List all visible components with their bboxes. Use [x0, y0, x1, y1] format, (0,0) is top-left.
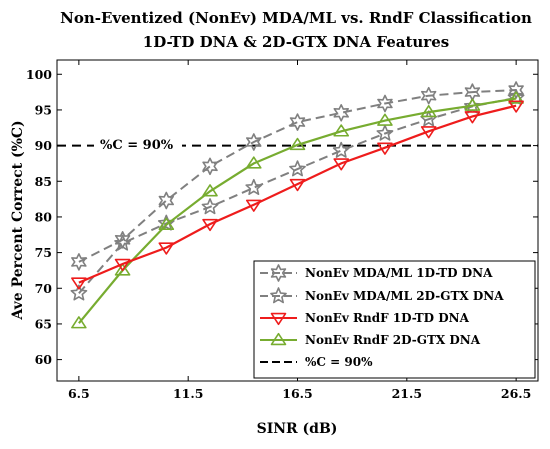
- legend-box: [253, 260, 536, 379]
- data-point-marker: [114, 234, 131, 251]
- series-layer: [70, 81, 525, 329]
- y-tick-label: 75: [35, 245, 52, 260]
- data-point-marker: [201, 198, 219, 215]
- data-point-marker: [245, 156, 262, 169]
- chart-title-line-2: 1D-TD DNA & 2D-GTX DNA Features: [143, 33, 449, 51]
- legend-label: NonEv MDA/ML 1D-TD DNA: [305, 266, 493, 280]
- series-line: [78, 97, 517, 324]
- legend-label: %C = 90%: [305, 355, 373, 369]
- data-point-marker: [420, 104, 437, 118]
- data-point-marker: [333, 124, 350, 137]
- y-axis: 60 65 70 75 80 85 90 95 100: [26, 67, 538, 367]
- data-point-marker: [71, 316, 87, 329]
- data-point-marker: [289, 137, 306, 151]
- data-point-marker: [270, 332, 287, 346]
- data-point-marker: [246, 133, 262, 151]
- chart-title-line-1: Non-Eventized (NonEv) MDA/ML vs. RndF Cl…: [60, 9, 532, 27]
- data-point-marker: [158, 191, 174, 210]
- x-tick-label: 21.5: [392, 386, 422, 401]
- data-point-marker: [420, 86, 437, 105]
- y-tick-label: 65: [35, 316, 52, 331]
- legend-label: NonEv RndF 2D-GTX DNA: [305, 333, 481, 347]
- data-point-marker: [114, 258, 131, 272]
- data-point-marker: [202, 184, 218, 197]
- data-point-marker: [158, 217, 175, 230]
- data-point-marker: [377, 142, 393, 155]
- x-axis-label: SINR (dB): [257, 421, 338, 437]
- data-point-marker: [270, 287, 287, 304]
- data-point-marker: [333, 104, 350, 122]
- data-point-marker: [333, 158, 350, 171]
- x-tick-label: 26.5: [501, 386, 531, 401]
- y-tick-label: 80: [35, 209, 53, 224]
- data-point-marker: [270, 312, 287, 326]
- data-point-marker: [245, 199, 262, 212]
- y-tick-label: 90: [35, 138, 53, 153]
- data-point-marker: [70, 284, 88, 301]
- data-point-marker: [508, 100, 524, 113]
- x-tick-label: 6.5: [68, 386, 90, 401]
- data-point-marker: [158, 242, 175, 255]
- data-point-marker: [508, 81, 524, 99]
- series-3: [71, 100, 524, 290]
- reference-line-label: %C = 90%: [100, 138, 174, 153]
- data-point-marker: [464, 111, 481, 124]
- data-point-marker: [202, 218, 218, 232]
- data-point-marker: [71, 277, 87, 290]
- data-point-marker: [114, 263, 131, 276]
- data-point-marker: [464, 98, 481, 111]
- data-point-marker: [332, 141, 350, 158]
- legend-entry-1: NonEv MDA/ML 1D-TD DNA: [260, 264, 493, 282]
- series-4: [71, 91, 524, 329]
- legend-label: NonEv RndF 1D-TD DNA: [305, 311, 470, 325]
- data-point-marker: [420, 126, 437, 139]
- data-point-marker: [289, 113, 306, 131]
- series-line: [78, 89, 517, 263]
- y-tick-label: 100: [26, 67, 52, 82]
- y-tick-label: 85: [35, 174, 52, 189]
- legend-entry-4: NonEv RndF 2D-GTX DNA: [260, 332, 481, 347]
- data-point-marker: [270, 264, 287, 282]
- reference-label-background: [94, 135, 182, 152]
- y-axis-label: Ave Percent Correct (%C): [10, 120, 26, 320]
- legend: NonEv MDA/ML 1D-TD DNA NonEv MDA/ML 2D-GT…: [253, 260, 536, 379]
- series-line: [78, 104, 517, 284]
- data-point-marker: [202, 157, 218, 176]
- legend-entry-2: NonEv MDA/ML 2D-GTX DNA: [260, 287, 504, 304]
- x-tick-label: 11.5: [173, 386, 203, 401]
- data-point-marker: [245, 178, 263, 195]
- x-axis: 6.5 11.5 16.5 21.5 26.5: [68, 60, 531, 401]
- data-point-marker: [377, 113, 393, 126]
- data-point-marker: [377, 94, 393, 113]
- data-point-marker: [71, 253, 87, 271]
- series-line: [78, 96, 517, 294]
- data-point-marker: [289, 160, 306, 177]
- y-tick-label: 70: [35, 281, 53, 296]
- data-point-marker: [508, 91, 524, 104]
- x-tick-label: 16.5: [282, 386, 312, 401]
- reference-line-group: %C = 90%: [57, 135, 538, 153]
- series-1: [71, 81, 524, 271]
- y-tick-label: 95: [35, 102, 52, 117]
- legend-entry-reference: %C = 90%: [260, 355, 373, 369]
- legend-entry-3: NonEv RndF 1D-TD DNA: [260, 311, 470, 326]
- legend-label: NonEv MDA/ML 2D-GTX DNA: [305, 289, 504, 303]
- series-2: [70, 89, 525, 301]
- data-point-marker: [376, 124, 394, 141]
- y-tick-label: 60: [35, 352, 53, 367]
- data-point-marker: [289, 178, 306, 192]
